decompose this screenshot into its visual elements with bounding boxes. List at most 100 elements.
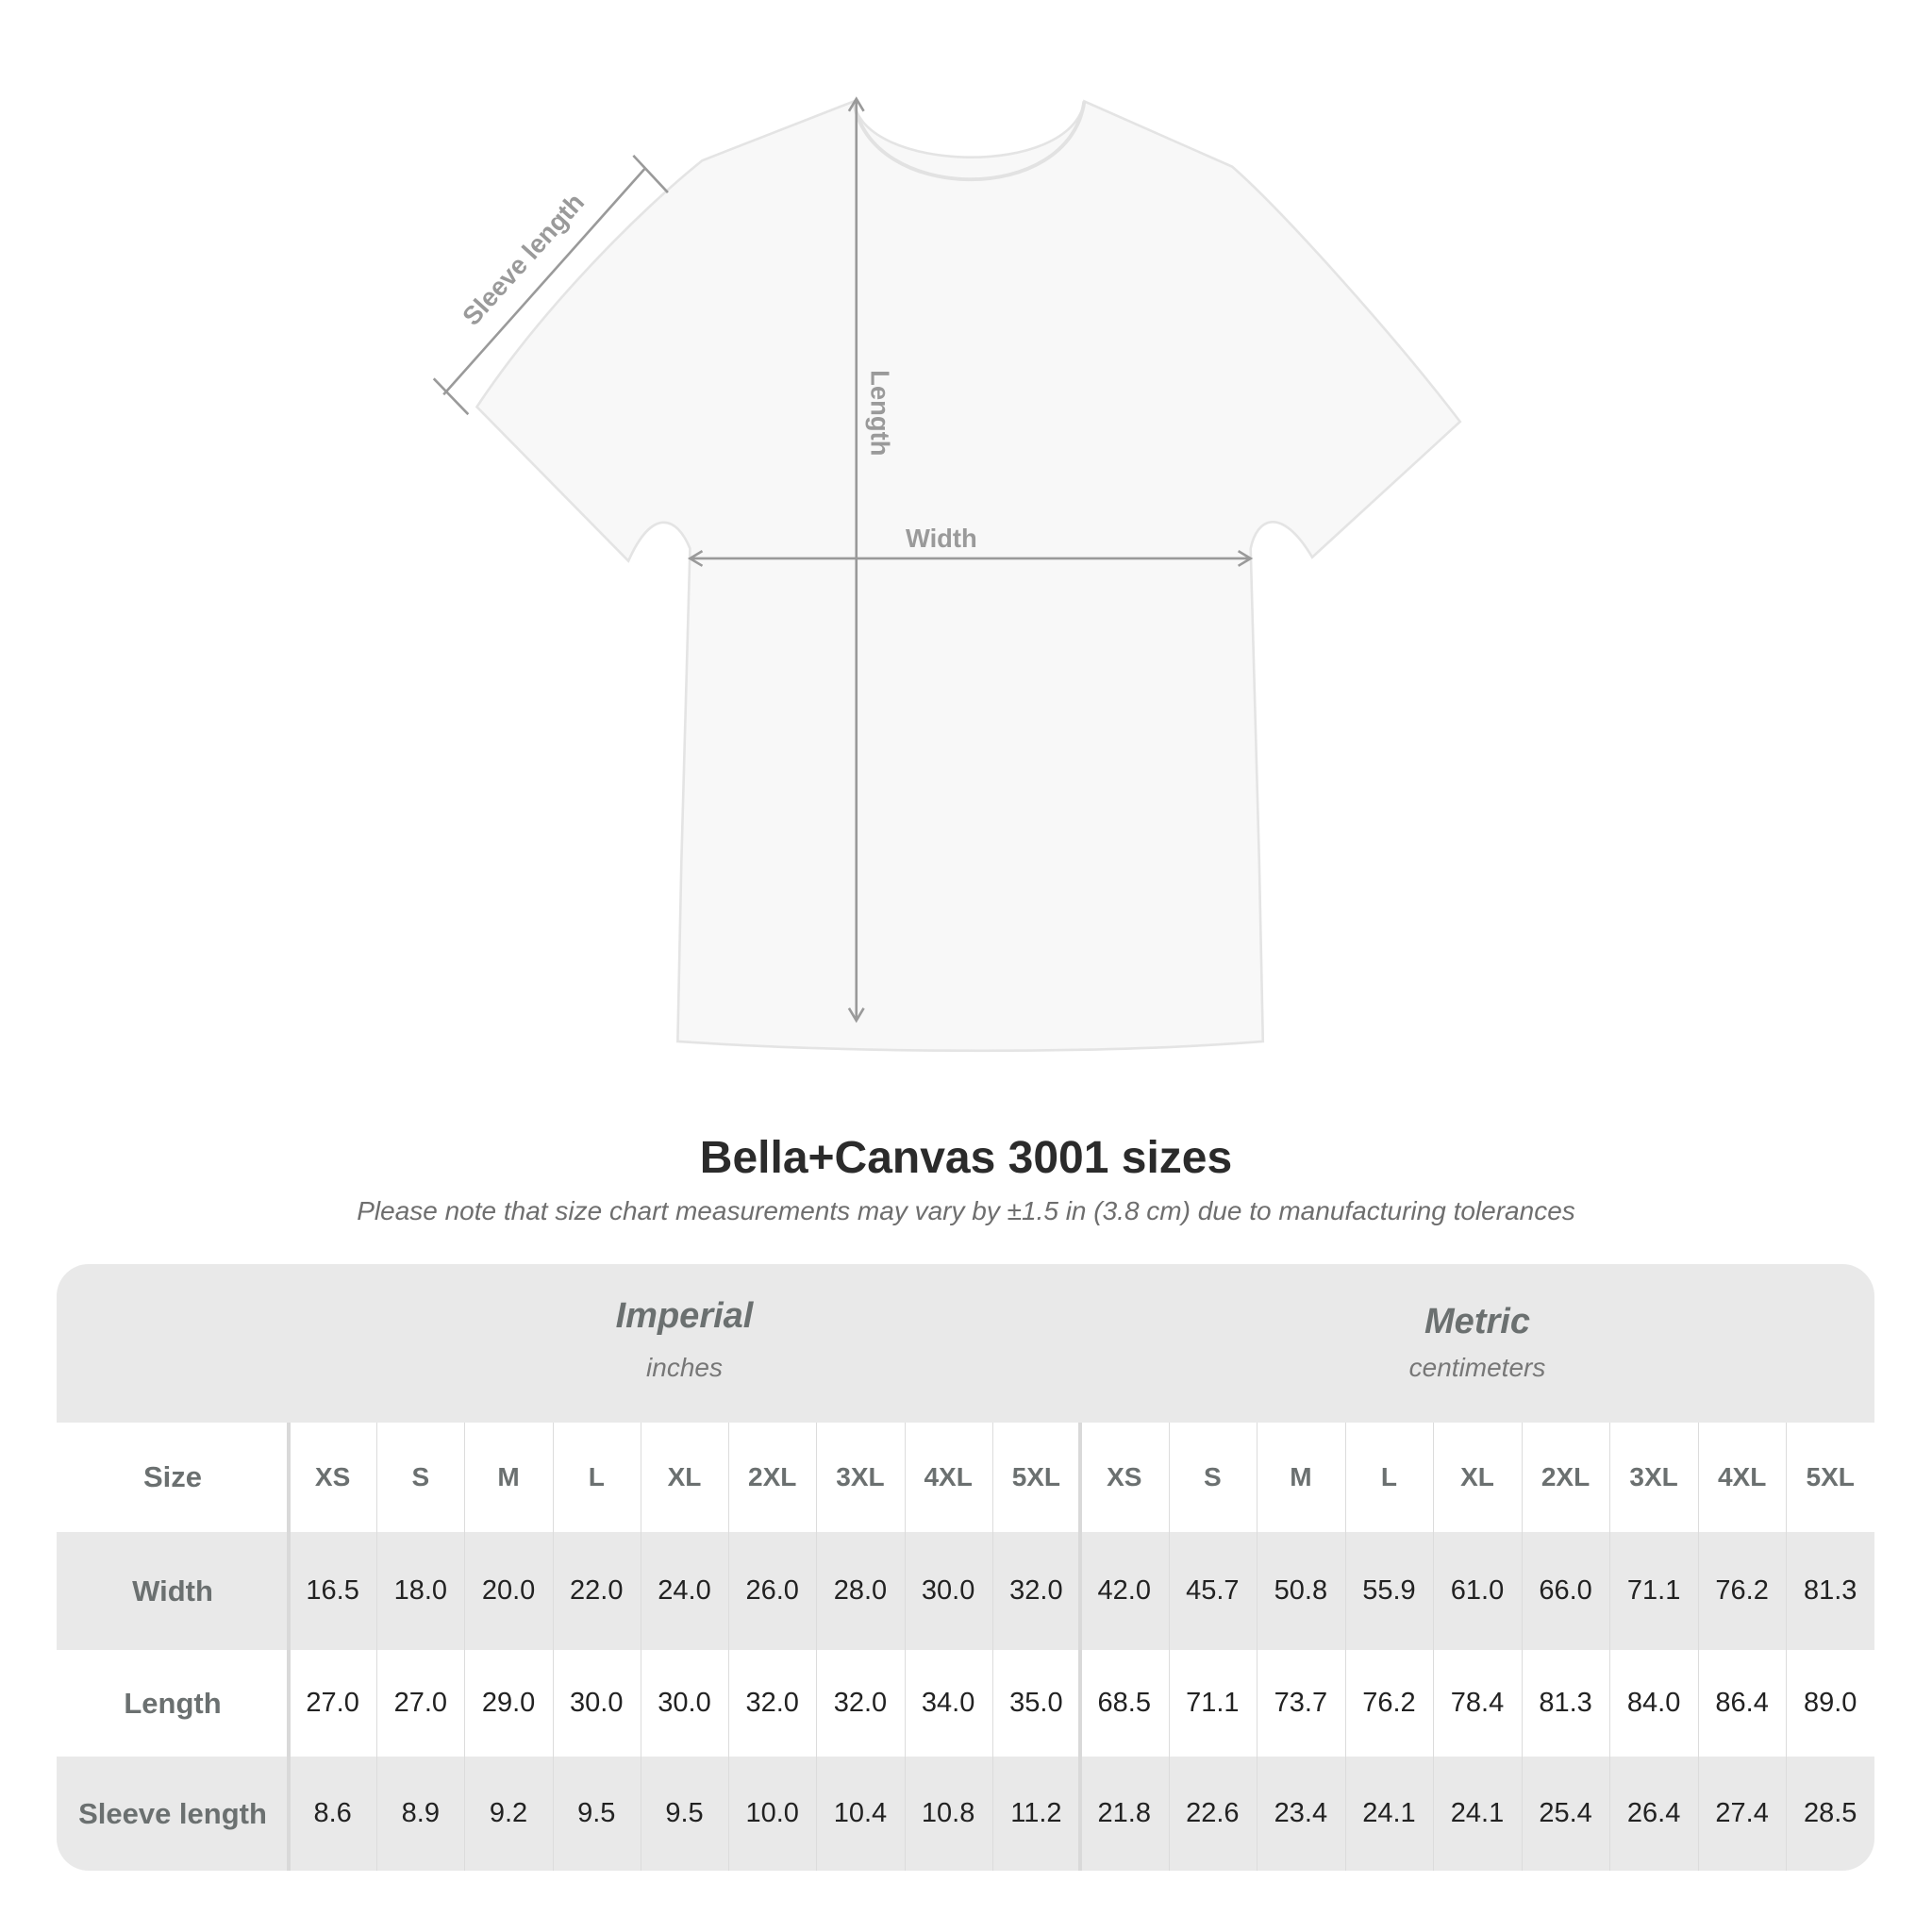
tshirt-shape: [475, 99, 1462, 1053]
metric-cell: 21.8: [1097, 1798, 1151, 1828]
sleeve-end-bar: [432, 377, 470, 416]
arrow-head: [847, 1008, 865, 1024]
metric-cell: 28.5: [1803, 1798, 1857, 1828]
header-band: [57, 1264, 1874, 1423]
column-divider: [1521, 1423, 1523, 1871]
imperial-cell: 10.4: [833, 1798, 888, 1828]
imperial-cell: 30.0: [570, 1688, 624, 1718]
size-header-metric: 2XL: [1541, 1462, 1591, 1491]
imperial-cell: 27.0: [393, 1688, 448, 1718]
metric-cell: 86.4: [1715, 1688, 1769, 1718]
size-header-metric: M: [1290, 1462, 1312, 1491]
size-header-metric: XL: [1460, 1462, 1494, 1491]
tshirt-measurement-diagram: Sleeve length Length Width: [432, 96, 1462, 1053]
imperial-cell: 11.2: [1010, 1798, 1062, 1828]
column-divider: [728, 1423, 730, 1871]
imperial-cell: 22.0: [570, 1575, 624, 1606]
metric-cell: 42.0: [1097, 1575, 1151, 1606]
imperial-cell: 35.0: [1009, 1688, 1063, 1718]
tolerance-note: Please note that size chart measurements…: [357, 1196, 1575, 1225]
metric-cell: 84.0: [1626, 1688, 1681, 1718]
column-divider: [1433, 1423, 1435, 1871]
imperial-cell: 9.5: [665, 1798, 704, 1828]
size-header-imperial: 4XL: [924, 1462, 973, 1491]
metric-unit: centimeters: [1408, 1353, 1546, 1382]
imperial-cell: 9.2: [489, 1798, 528, 1828]
column-divider: [464, 1423, 466, 1871]
size-header-imperial: M: [497, 1462, 520, 1491]
metric-cell: 25.4: [1539, 1798, 1592, 1828]
metric-cell: 55.9: [1362, 1575, 1416, 1606]
size-header-imperial: L: [588, 1462, 605, 1491]
group-divider: [287, 1423, 291, 1871]
column-divider: [1344, 1423, 1346, 1871]
column-divider: [816, 1423, 818, 1871]
arrow-head: [687, 550, 704, 567]
metric-cell: 66.0: [1539, 1575, 1592, 1606]
row-band: [57, 1532, 1874, 1650]
column-divider: [1609, 1423, 1611, 1871]
metric-cell: 68.5: [1097, 1688, 1151, 1718]
row-label: Width: [132, 1574, 213, 1607]
chart-title: Bella+Canvas 3001 sizes: [699, 1133, 1233, 1183]
metric-cell: 22.6: [1186, 1798, 1240, 1828]
metric-cell: 50.8: [1274, 1575, 1328, 1606]
imperial-cell: 10.0: [745, 1798, 799, 1828]
imperial-cell: 26.0: [745, 1575, 799, 1606]
sleeve-arrow: [442, 168, 646, 396]
metric-cell: 27.4: [1715, 1798, 1769, 1828]
size-header-metric: L: [1380, 1462, 1397, 1491]
size-header-imperial: XS: [314, 1462, 351, 1491]
metric-cell: 89.0: [1803, 1688, 1857, 1718]
size-header-imperial: 3XL: [836, 1462, 885, 1491]
imperial-group-header: Imperial inches: [289, 1264, 1080, 1423]
row-label: Sleeve length: [78, 1796, 267, 1830]
column-divider: [552, 1423, 554, 1871]
metric-cell: 71.1: [1186, 1688, 1240, 1718]
column-divider: [1168, 1423, 1170, 1871]
column-divider: [1786, 1423, 1788, 1871]
metric-title: Metric: [1424, 1302, 1530, 1341]
size-header-metric: 4XL: [1717, 1462, 1767, 1491]
imperial-cell: 27.0: [306, 1688, 359, 1718]
imperial-cell: 20.0: [481, 1575, 536, 1606]
metric-cell: 23.4: [1274, 1798, 1328, 1828]
imperial-title: Imperial: [615, 1296, 754, 1336]
size-header-imperial: 2XL: [748, 1462, 797, 1491]
metric-cell: 45.7: [1186, 1575, 1240, 1606]
column-divider: [904, 1423, 906, 1871]
column-divider: [991, 1423, 993, 1871]
metric-cell: 76.2: [1362, 1688, 1416, 1718]
imperial-cell: 10.8: [921, 1798, 975, 1828]
row-label: Length: [124, 1686, 222, 1720]
size-header-metric: 5XL: [1806, 1462, 1855, 1491]
imperial-cell: 28.0: [833, 1575, 888, 1606]
arrow-head: [847, 96, 865, 112]
imperial-cell: 16.5: [306, 1575, 359, 1606]
arrow-head: [1237, 550, 1254, 567]
size-table: Imperial inches Metric centimeters Size X…: [57, 1264, 1874, 1871]
size-header-metric: 3XL: [1629, 1462, 1678, 1491]
column-divider: [1697, 1423, 1699, 1871]
imperial-cell: 9.5: [577, 1798, 616, 1828]
metric-cell: 26.4: [1626, 1798, 1681, 1828]
metric-group-header: Metric centimeters: [1080, 1264, 1874, 1423]
size-header-metric: XS: [1107, 1462, 1142, 1491]
size-header-imperial: XL: [667, 1462, 702, 1491]
imperial-cell: 32.0: [833, 1688, 888, 1718]
size-header-imperial: 5XL: [1011, 1462, 1061, 1491]
metric-cell: 81.3: [1803, 1575, 1857, 1606]
metric-cell: 24.1: [1450, 1798, 1505, 1828]
imperial-cell: 32.0: [745, 1688, 799, 1718]
imperial-cell: 32.0: [1009, 1575, 1063, 1606]
metric-cell: 81.3: [1539, 1688, 1592, 1718]
imperial-cell: 34.0: [921, 1688, 975, 1718]
width-label: Width: [906, 524, 977, 553]
metric-cell: 73.7: [1274, 1688, 1328, 1718]
imperial-cell: 24.0: [658, 1575, 711, 1606]
size-header-imperial: S: [411, 1462, 430, 1491]
metric-cell: 76.2: [1715, 1575, 1769, 1606]
metric-cell: 61.0: [1450, 1575, 1505, 1606]
imperial-cell: 8.6: [313, 1798, 352, 1828]
length-label: Length: [865, 370, 894, 456]
